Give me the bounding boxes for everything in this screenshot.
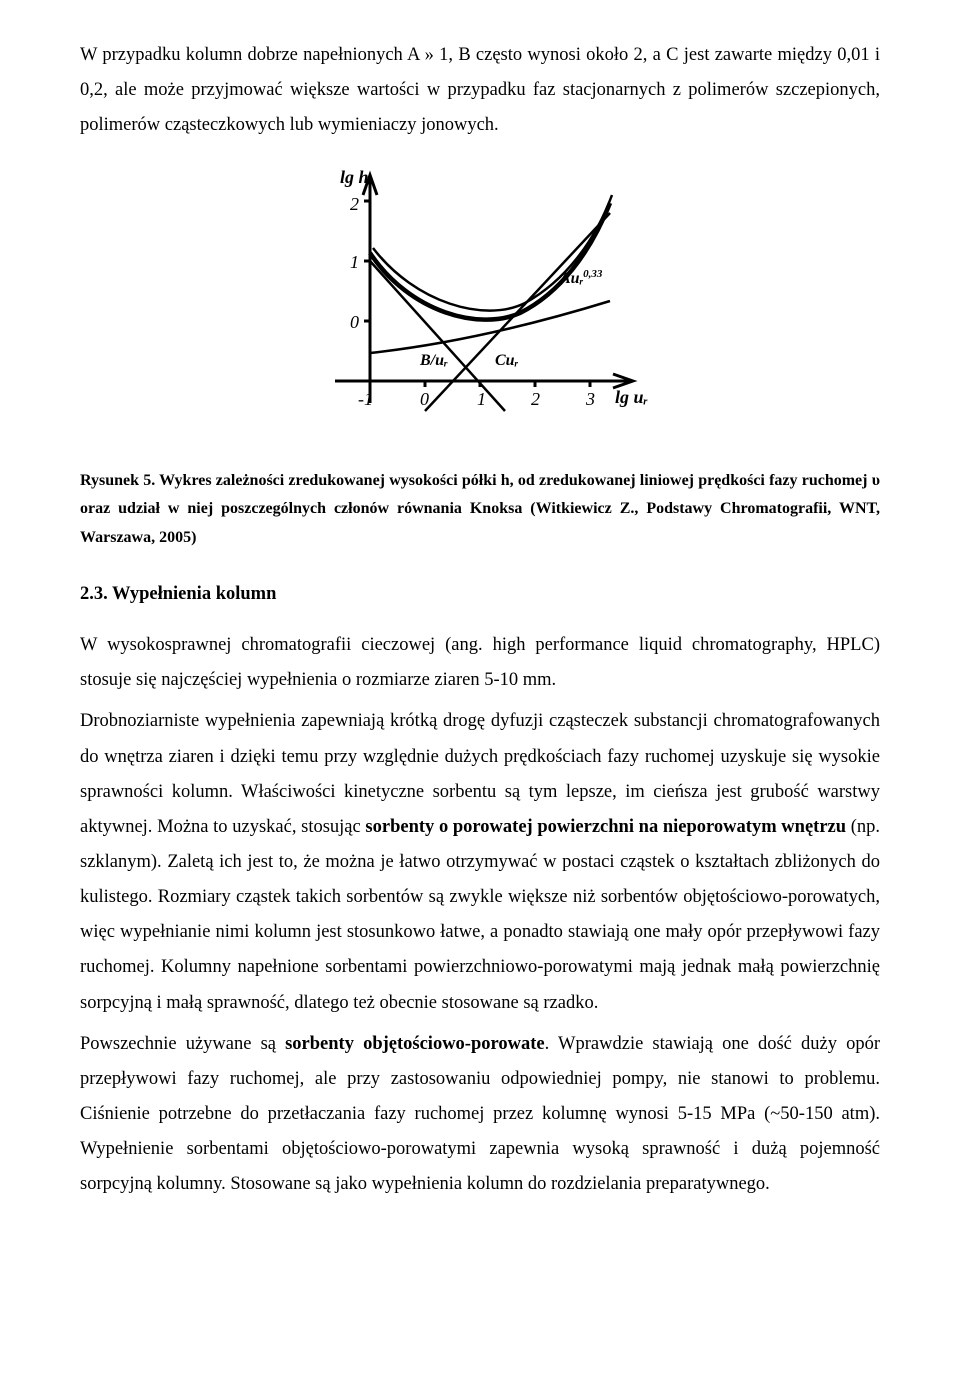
text: Powszechnie używane są	[80, 1034, 285, 1054]
x-tick-2: 2	[531, 389, 540, 409]
y-tick-1: 1	[350, 252, 359, 272]
y-tick-2: 2	[350, 194, 359, 214]
section-heading: 2.3. Wypełnienia kolumn	[80, 577, 880, 612]
caption-body: Wykres zależności zredukowanej wysokości…	[80, 472, 880, 547]
section-title: Wypełnienia kolumn	[112, 584, 276, 604]
bold-text: sorbenty o porowatej powierzchni na niep…	[365, 817, 846, 837]
y-tick-0: 0	[350, 312, 359, 332]
text: W wysokosprawnej chromatografii cieczowe…	[80, 635, 880, 690]
ann-A: Auᵣ0,33	[559, 268, 603, 287]
paragraph-1: W wysokosprawnej chromatografii cieczowe…	[80, 628, 880, 698]
figure-5-caption: Rysunek 5. Wykres zależności zredukowane…	[80, 467, 880, 553]
bold-text: sorbenty objętościowo-porowate	[285, 1034, 545, 1054]
text: . Wprawdzie stawiają one dość duży opór …	[80, 1034, 880, 1195]
y-axis-label: lg hᵣ	[340, 167, 373, 187]
x-tick-n1: -1	[358, 389, 373, 409]
x-tick-0: 0	[420, 389, 429, 409]
ann-B: B/uᵣ	[419, 352, 448, 369]
text: W przypadku kolumn dobrze napełnionych A…	[80, 45, 880, 135]
paragraph-3: Powszechnie używane są sorbenty objętośc…	[80, 1027, 880, 1203]
x-tick-3: 3	[585, 389, 595, 409]
paragraph-2: Drobnoziarniste wypełnienia zapewniają k…	[80, 704, 880, 1020]
knox-plot: lg hᵣ lg uᵣ 0 1 2 -1 0 1 2 3 Auᵣ0,33 B/u…	[310, 153, 650, 443]
text: (np. szklanym). Zaletą ich jest to, że m…	[80, 817, 880, 1013]
x-axis-label: lg uᵣ	[615, 387, 648, 407]
ann-C: Cuᵣ	[495, 352, 519, 369]
paragraph-intro: W przypadku kolumn dobrze napełnionych A…	[80, 38, 880, 143]
caption-prefix: Rysunek 5.	[80, 472, 159, 489]
figure-5: lg hᵣ lg uᵣ 0 1 2 -1 0 1 2 3 Auᵣ0,33 B/u…	[80, 153, 880, 456]
x-tick-1: 1	[477, 389, 486, 409]
section-number: 2.3.	[80, 584, 108, 604]
document-page: W przypadku kolumn dobrze napełnionych A…	[0, 0, 960, 1258]
